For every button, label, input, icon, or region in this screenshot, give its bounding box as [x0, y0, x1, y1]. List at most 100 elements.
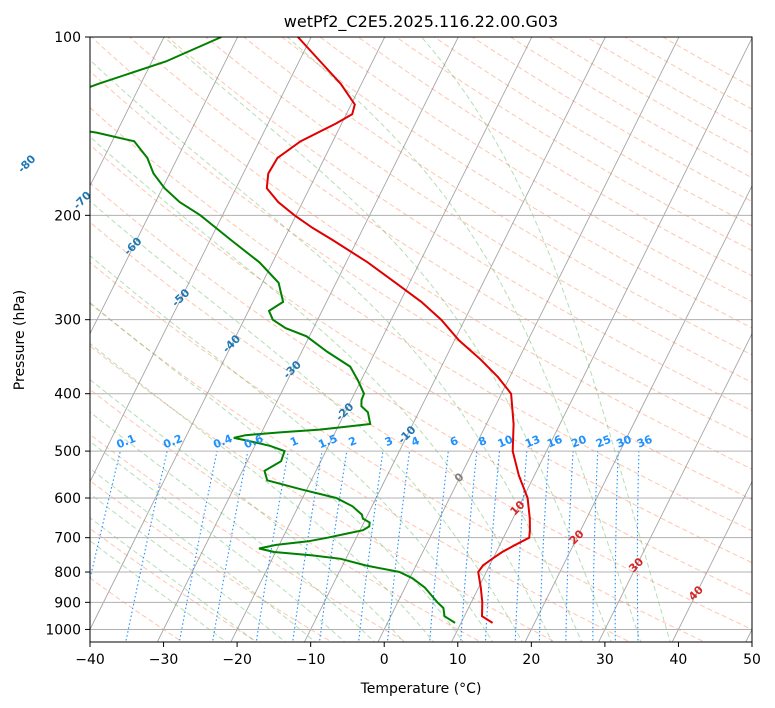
mixing-ratio-line [614, 451, 619, 642]
pressure-gridlines [90, 36, 752, 630]
x-tick-label: 10 [449, 652, 467, 668]
mixing-ratio-label: 0.2 [161, 432, 184, 451]
moist-adiabat-line [90, 200, 524, 642]
mixing-ratio-label: 6 [448, 434, 460, 449]
mixing-ratio-line [565, 451, 574, 642]
mixing-ratio-label: 13 [523, 433, 542, 451]
isotherm-line [156, 37, 459, 642]
mixing-ratio-line [636, 451, 640, 642]
mixing-ratio-label: 0.4 [211, 432, 234, 451]
mixing-ratio-label: 8 [477, 434, 489, 449]
mixing-ratio-line [386, 451, 411, 642]
y-tick-label: 600 [54, 491, 81, 507]
y-tick-label: 100 [54, 30, 81, 46]
mixing-ratio-label: 16 [545, 433, 564, 451]
y-tick-label: 300 [54, 313, 81, 329]
y-tick-label: 900 [54, 595, 81, 611]
y-tick-label: 500 [54, 444, 81, 460]
mixing-ratio-label: 3 [383, 434, 395, 449]
x-tick-label: −30 [149, 652, 179, 668]
isotherm-line [303, 37, 606, 642]
line-labels: -100-90-80-70-60-50-40-30-20-10010203040… [15, 152, 706, 603]
moist-adiabat-line [90, 59, 583, 642]
mixing-ratio-label: 4 [409, 434, 421, 449]
y-tick-label: 200 [54, 208, 81, 224]
moist-adiabat-line [90, 254, 494, 642]
dry-adiabat-line [243, 37, 752, 356]
x-tick-label: −20 [222, 652, 252, 668]
isotherm-label: 40 [686, 583, 706, 603]
isotherm-line [745, 628, 752, 642]
moist-adiabat-line [90, 342, 435, 642]
x-tick-label: 20 [522, 652, 540, 668]
mixing-ratio-label: 1.5 [316, 432, 339, 451]
mixing-ratio-line [90, 450, 121, 582]
dry-adiabat-line [509, 37, 752, 179]
dry-adiabat-line [90, 144, 752, 564]
dry-adiabat-line [128, 37, 752, 441]
isotherm-label: -80 [15, 152, 38, 175]
mixing-ratio-line [318, 451, 348, 642]
dry-adiabat-line [319, 37, 752, 303]
isotherm-label: 20 [567, 527, 587, 547]
x-tick-label: 40 [670, 652, 688, 668]
dry-adiabat-line [90, 107, 752, 532]
mixing-ratio-line [538, 451, 550, 642]
y-tick-label: 1000 [45, 622, 81, 638]
moist-adiabat-line [90, 411, 376, 642]
mixing-ratio-label: 25 [594, 433, 613, 451]
dry-adiabat-line [90, 302, 632, 642]
y-axis-ticks: 100 200 300 400 500 600 700 800 900 1000 [45, 30, 90, 638]
isotherm-line [230, 37, 533, 642]
isotherm-line [90, 37, 386, 631]
mixing-ratio-line [429, 451, 449, 642]
mixing-ratio-label: 20 [569, 433, 588, 451]
profile-lines [90, 37, 531, 624]
x-axis-label: Temperature (°C) [360, 681, 482, 697]
temperature-line [265, 37, 531, 624]
y-tick-label: 700 [54, 531, 81, 547]
dry-adiabat-line [90, 37, 752, 470]
isotherm-line [524, 184, 752, 642]
mixing-ratio-line [178, 450, 218, 642]
moist-adiabat-line [90, 378, 405, 642]
x-tick-label: 0 [380, 652, 389, 668]
mixing-ratio-label: 30 [614, 433, 633, 451]
dry-adiabat-line [90, 261, 706, 642]
dry-adiabat-line [90, 70, 752, 501]
mixing-ratio-line [211, 450, 249, 642]
isotherm-line [377, 37, 680, 642]
isotherm-label: -40 [220, 332, 243, 355]
mixing-ratio-line [358, 451, 384, 642]
dry-adiabat-line [281, 37, 752, 329]
isotherm-line [90, 37, 239, 335]
isotherm-line [671, 480, 752, 642]
plot-frame [89, 36, 753, 643]
isotherm-label: -50 [169, 286, 192, 309]
chart-title: wetPf2_C2E5.2025.116.22.00.G03 [284, 12, 558, 32]
mixing-ratio-label: 36 [635, 433, 654, 451]
x-tick-label: −10 [296, 652, 326, 668]
mixing-ratio-label: 1 [288, 434, 300, 449]
x-tick-label: 30 [596, 652, 614, 668]
dry-adiabat-line [205, 37, 752, 384]
dry-adiabat-line [623, 37, 752, 110]
dry-adiabat-line [357, 37, 752, 277]
dry-adiabat-line [90, 388, 482, 642]
dry-adiabat-line [471, 37, 752, 203]
isotherm-label: -30 [281, 358, 304, 381]
moist-adiabat-line [90, 136, 553, 642]
dry-adiabat-line [585, 37, 752, 133]
isotherm-line [451, 37, 752, 642]
dry-adiabat-line [90, 480, 333, 642]
dry-adiabat-line [433, 37, 752, 227]
mixing-ratio-label: 10 [496, 433, 515, 451]
isotherm-line [90, 37, 165, 187]
dry-adiabat-line [547, 37, 752, 156]
isotherm-line [90, 37, 312, 483]
dry-adiabat-line [90, 182, 752, 597]
mixing-ratio-line [592, 451, 599, 642]
mixing-ratio-label: 2 [347, 434, 359, 449]
mixing-ratio-line [484, 451, 501, 642]
